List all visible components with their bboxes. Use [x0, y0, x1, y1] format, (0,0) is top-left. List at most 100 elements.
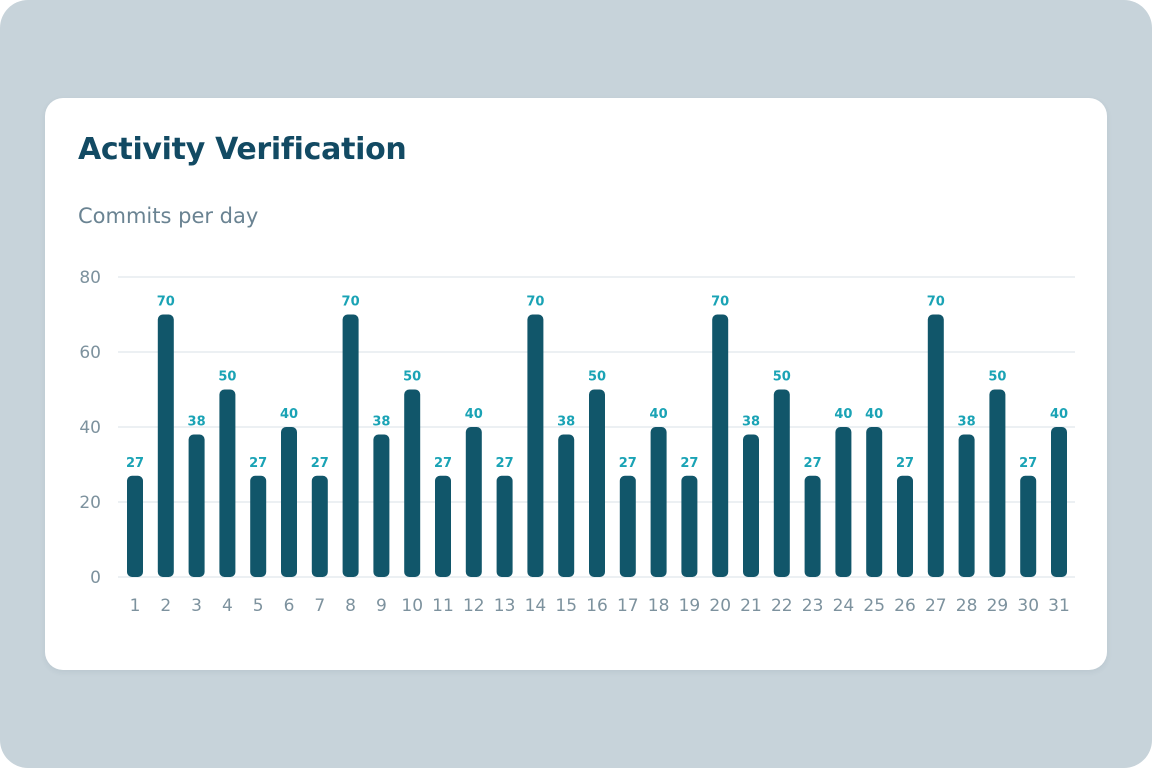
bar [311, 475, 328, 577]
bar [589, 389, 605, 577]
bar [157, 314, 174, 577]
data-label: 38 [188, 415, 206, 430]
x-tick-label: 10 [401, 596, 423, 616]
bar [250, 475, 267, 577]
bar [681, 475, 698, 577]
data-labels: 27 70 38 50 27 40 27 70 38 50 27 40 27 70 38 50 27 40 27 70… [126, 295, 1068, 471]
data-label: 50 [773, 370, 791, 385]
data-label: 50 [403, 370, 421, 385]
data-label: 70 [927, 295, 945, 310]
data-label: 27 [804, 456, 822, 471]
x-tick-label: 13 [494, 596, 516, 616]
bar [465, 427, 482, 577]
x-tick-label: 30 [1017, 596, 1039, 616]
y-tick-label: 80 [79, 268, 101, 288]
data-label: 70 [342, 295, 360, 310]
data-label: 70 [157, 295, 175, 310]
data-label: 38 [742, 415, 760, 430]
bar [527, 314, 544, 577]
bar [219, 389, 236, 577]
data-label: 27 [680, 456, 698, 471]
x-tick-label: 3 [191, 596, 202, 616]
x-tick-label: 16 [586, 596, 608, 616]
data-label: 40 [834, 407, 852, 422]
x-tick-label: 24 [833, 596, 855, 616]
data-label: 38 [958, 415, 976, 430]
bar [835, 427, 852, 577]
data-label: 38 [557, 415, 575, 430]
x-tick-label: 4 [222, 596, 233, 616]
y-tick-label: 40 [79, 418, 101, 438]
bar [496, 475, 513, 577]
data-label: 27 [126, 456, 144, 471]
data-label: 70 [526, 295, 544, 310]
bar [927, 314, 944, 577]
x-tick-label: 22 [771, 596, 793, 616]
x-tick-label: 17 [617, 596, 639, 616]
data-label: 27 [496, 456, 514, 471]
data-label: 50 [988, 370, 1006, 385]
bar [866, 427, 883, 577]
bar [743, 434, 759, 577]
x-tick-label: 26 [894, 596, 916, 616]
x-tick-label: 2 [160, 596, 171, 616]
bar [1051, 427, 1067, 577]
y-tick-label: 60 [79, 343, 101, 363]
card-title: Activity Verification [78, 132, 407, 167]
x-tick-label: 25 [863, 596, 885, 616]
x-tick-label: 14 [525, 596, 547, 616]
x-tick-label: 12 [463, 596, 485, 616]
data-label: 27 [311, 456, 329, 471]
bars [127, 314, 1067, 577]
bar [1020, 475, 1037, 577]
data-label: 50 [588, 370, 606, 385]
x-tick-label: 29 [987, 596, 1009, 616]
x-tick-label: 15 [555, 596, 577, 616]
bar [127, 475, 143, 577]
bar [558, 434, 575, 577]
data-label: 38 [372, 415, 390, 430]
data-label: 70 [711, 295, 729, 310]
data-label: 40 [280, 407, 298, 422]
y-tick-label: 20 [79, 493, 101, 513]
x-tick-label: 9 [376, 596, 387, 616]
bar [773, 389, 790, 577]
bar [188, 434, 205, 577]
x-axis: 1 2 3 4 5 6 7 8 9 10 11 12 13 14 15 16 17 18 19 20 21 22 23 24 2… [130, 596, 1070, 616]
bar [989, 389, 1006, 577]
x-tick-label: 8 [345, 596, 356, 616]
x-tick-label: 7 [314, 596, 325, 616]
x-tick-label: 28 [956, 596, 978, 616]
data-label: 40 [865, 407, 883, 422]
data-label: 27 [896, 456, 914, 471]
bar [650, 427, 667, 577]
bar [435, 475, 451, 577]
x-tick-label: 6 [284, 596, 295, 616]
data-label: 50 [218, 370, 236, 385]
data-label: 40 [650, 407, 668, 422]
x-tick-label: 1 [130, 596, 141, 616]
bar [619, 475, 636, 577]
data-label: 27 [1019, 456, 1037, 471]
x-tick-label: 27 [925, 596, 947, 616]
bar [804, 475, 821, 577]
data-label: 40 [465, 407, 483, 422]
x-tick-label: 21 [740, 596, 762, 616]
bar [342, 314, 359, 577]
x-tick-label: 18 [648, 596, 670, 616]
x-tick-label: 19 [679, 596, 701, 616]
data-label: 40 [1050, 407, 1068, 422]
x-tick-label: 23 [802, 596, 824, 616]
y-tick-label: 0 [90, 568, 101, 588]
data-label: 27 [619, 456, 637, 471]
y-axis: 0 20 40 60 80 [79, 268, 101, 588]
x-tick-label: 31 [1048, 596, 1070, 616]
bar [404, 389, 421, 577]
data-label: 27 [249, 456, 267, 471]
chart-subtitle: Commits per day [78, 204, 259, 228]
x-tick-label: 20 [709, 596, 731, 616]
bar [958, 434, 975, 577]
bar [281, 427, 297, 577]
x-tick-label: 11 [432, 596, 454, 616]
